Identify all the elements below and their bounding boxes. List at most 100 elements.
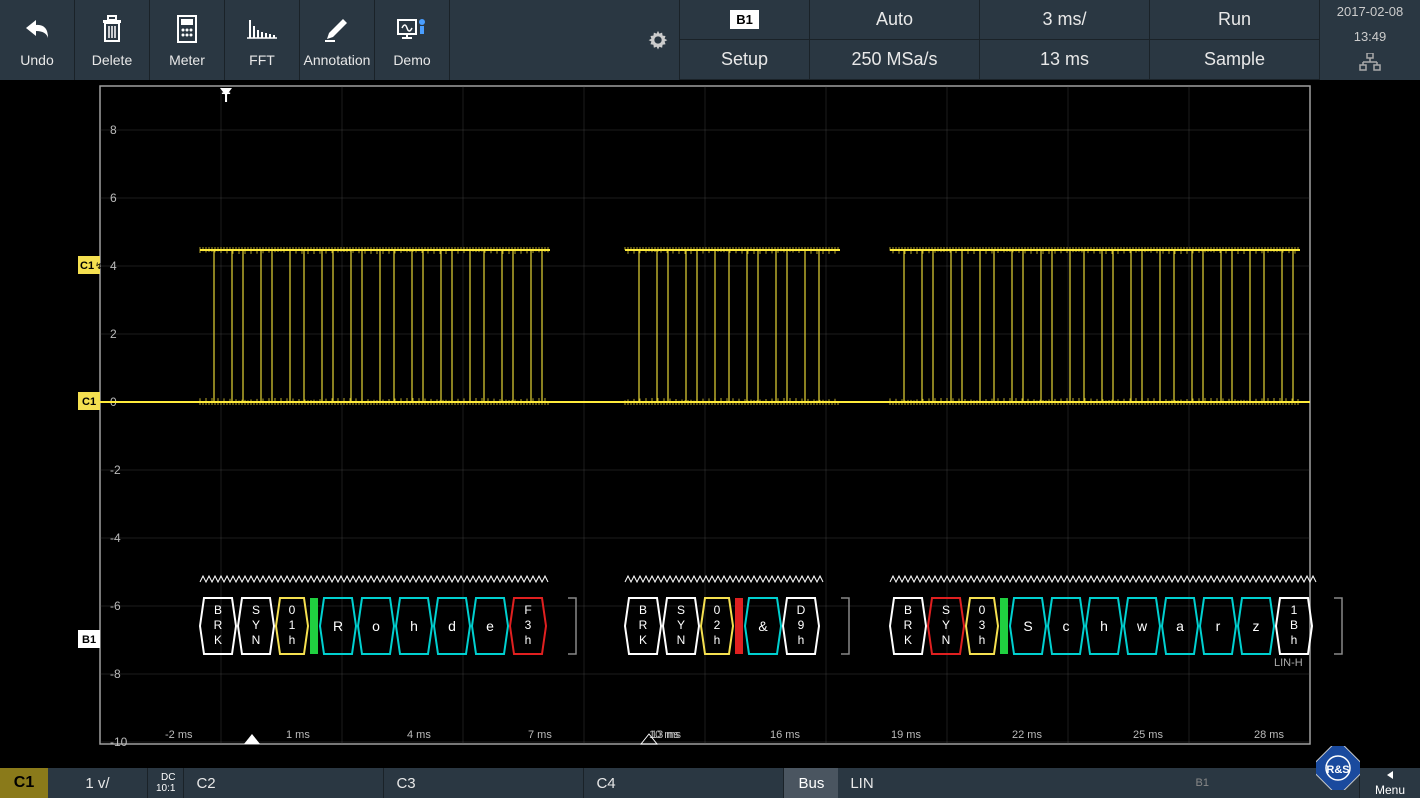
svg-text:B: B — [214, 603, 222, 617]
svg-text:N: N — [677, 633, 686, 647]
waveform-svg: 86420-2-4-6-8-10-2 ms1 ms4 ms7 ms10 ms13… — [0, 80, 1420, 768]
svg-text:25 ms: 25 ms — [1133, 729, 1163, 741]
svg-text:F: F — [524, 603, 531, 617]
timebase-cell[interactable]: 3 ms/ — [980, 0, 1150, 40]
svg-text:4 ms: 4 ms — [407, 729, 431, 741]
svg-text:B1: B1 — [82, 634, 96, 646]
c1-scale[interactable]: 1 v/ — [48, 768, 148, 798]
annotation-button[interactable]: Annotation — [300, 0, 375, 80]
run-cell[interactable]: Run — [1150, 0, 1320, 40]
svg-text:h: h — [525, 633, 532, 647]
svg-text:N: N — [942, 633, 951, 647]
svg-text:R: R — [904, 618, 913, 632]
svg-text:-2 ms: -2 ms — [165, 729, 193, 741]
b1-cell[interactable]: B1 — [680, 0, 810, 40]
bus-button[interactable]: Bus — [784, 768, 838, 798]
svg-text:0: 0 — [979, 603, 986, 617]
svg-text:0: 0 — [289, 603, 296, 617]
svg-text:2: 2 — [714, 618, 721, 632]
c1-meta: DC 10:1 — [148, 768, 184, 798]
svg-text:1: 1 — [289, 618, 296, 632]
svg-text:w: w — [1136, 618, 1148, 634]
date-label: 2017-02-08 — [1337, 4, 1404, 19]
demo-icon — [396, 12, 428, 46]
svg-text:4: 4 — [110, 259, 117, 273]
svg-text:S: S — [1023, 618, 1032, 634]
fft-icon — [245, 12, 279, 46]
svg-text:-6: -6 — [110, 599, 121, 613]
svg-text:9: 9 — [798, 618, 805, 632]
menu-label: Menu — [1375, 783, 1405, 797]
trigger-mode-cell[interactable]: Auto — [810, 0, 980, 40]
svg-text:16 ms: 16 ms — [770, 729, 800, 741]
svg-text:0: 0 — [714, 603, 721, 617]
svg-text:D: D — [797, 603, 806, 617]
undo-icon — [22, 12, 52, 46]
svg-text:8: 8 — [110, 123, 117, 137]
samplerate-cell[interactable]: 250 MSa/s — [810, 40, 980, 80]
bus-label: Bus — [798, 775, 824, 792]
svg-text:↯: ↯ — [95, 261, 103, 271]
svg-text:h: h — [1291, 633, 1298, 647]
svg-text:a: a — [1176, 618, 1184, 634]
pencil-icon — [323, 12, 351, 46]
duration-cell[interactable]: 13 ms — [980, 40, 1150, 80]
channel-c4-indicator[interactable]: C4 — [584, 768, 784, 798]
meter-label: Meter — [169, 52, 205, 68]
svg-text:3: 3 — [979, 618, 986, 632]
svg-text:-10: -10 — [110, 735, 128, 749]
meter-button[interactable]: Meter — [150, 0, 225, 80]
bottom-bar: C1 1 v/ DC 10:1 C2 C3 C4 Bus LIN B1 Menu — [0, 768, 1420, 798]
svg-text:c: c — [1063, 618, 1070, 634]
svg-text:R: R — [639, 618, 648, 632]
svg-text:C1: C1 — [82, 396, 96, 408]
demo-button[interactable]: Demo — [375, 0, 450, 80]
bus-tag: B1 — [1196, 777, 1209, 789]
svg-text:&: & — [758, 618, 768, 634]
svg-text:19 ms: 19 ms — [891, 729, 921, 741]
rs-logo: R&S — [1316, 746, 1360, 790]
svg-text:B: B — [1290, 618, 1298, 632]
svg-text:o: o — [372, 618, 380, 634]
svg-text:1 ms: 1 ms — [286, 729, 310, 741]
svg-text:S: S — [252, 603, 260, 617]
svg-text:3: 3 — [525, 618, 532, 632]
svg-text:d: d — [448, 618, 456, 634]
gear-icon[interactable] — [647, 29, 669, 51]
channel-c1-indicator[interactable]: C1 — [0, 768, 48, 798]
svg-text:h: h — [714, 633, 721, 647]
menu-button[interactable]: Menu — [1360, 768, 1420, 798]
toolbar-buttons: Undo Delete Meter FFT Annotation — [0, 0, 450, 80]
c1-ratio: 10:1 — [156, 783, 175, 794]
channel-c2-indicator[interactable]: C2 — [184, 768, 384, 798]
trash-icon — [99, 12, 125, 46]
top-toolbar: Undo Delete Meter FFT Annotation — [0, 0, 1420, 80]
delete-button[interactable]: Delete — [75, 0, 150, 80]
fft-button[interactable]: FFT — [225, 0, 300, 80]
svg-text:2: 2 — [110, 327, 117, 341]
undo-label: Undo — [20, 52, 53, 68]
svg-text:Y: Y — [677, 618, 685, 632]
svg-text:-2: -2 — [110, 463, 121, 477]
svg-text:1: 1 — [1291, 603, 1298, 617]
svg-text:S: S — [942, 603, 950, 617]
svg-text:28 ms: 28 ms — [1254, 729, 1284, 741]
svg-text:13 ms: 13 ms — [651, 729, 681, 741]
acquisition-panel: B1 Auto 3 ms/ Run Setup 250 MSa/s 13 ms … — [679, 0, 1320, 80]
svg-text:h: h — [289, 633, 296, 647]
bus-protocol[interactable]: LIN B1 — [838, 768, 1360, 798]
undo-button[interactable]: Undo — [0, 0, 75, 80]
channel-c3-indicator[interactable]: C3 — [384, 768, 584, 798]
sample-mode-cell[interactable]: Sample — [1150, 40, 1320, 80]
setup-cell[interactable]: Setup — [680, 40, 810, 80]
datetime-panel: 2017-02-08 13:49 — [1320, 0, 1420, 80]
svg-text:K: K — [904, 633, 912, 647]
svg-text:-8: -8 — [110, 667, 121, 681]
svg-text:Y: Y — [942, 618, 950, 632]
c1-coupling: DC — [161, 772, 175, 783]
b1-badge: B1 — [730, 10, 759, 29]
waveform-display[interactable]: 86420-2-4-6-8-10-2 ms1 ms4 ms7 ms10 ms13… — [0, 80, 1420, 768]
bus-protocol-label: LIN — [850, 775, 873, 792]
svg-text:z: z — [1253, 618, 1260, 634]
svg-text:h: h — [979, 633, 986, 647]
